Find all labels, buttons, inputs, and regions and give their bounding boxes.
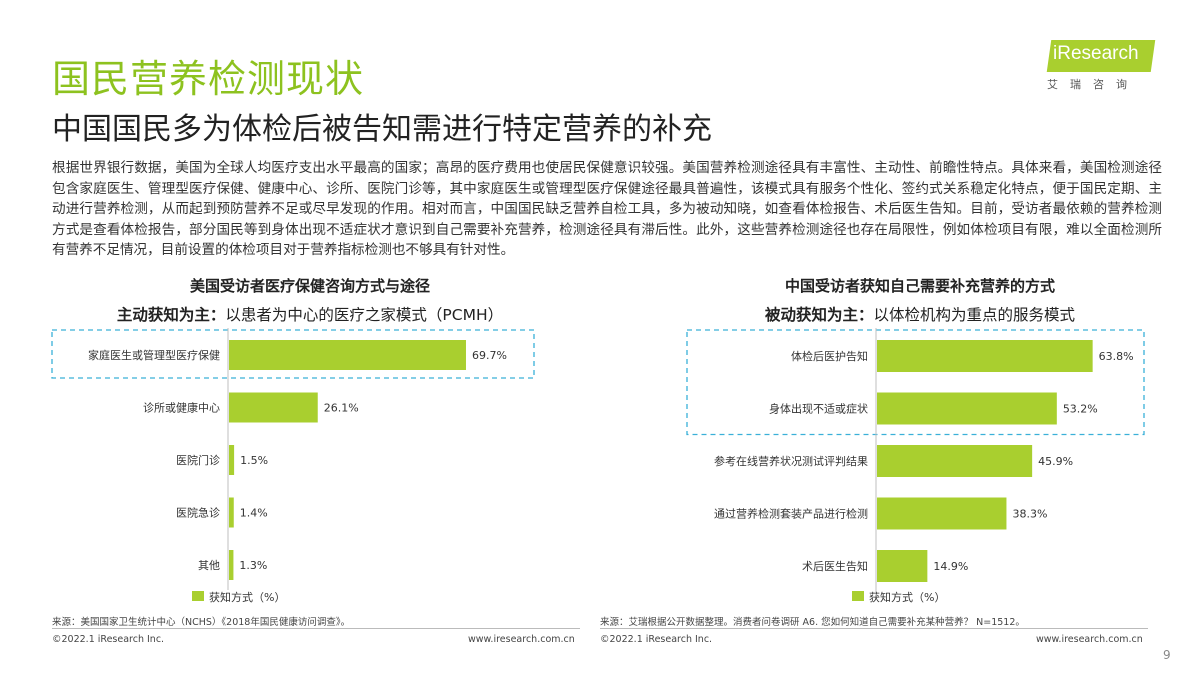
left-bar xyxy=(229,340,466,370)
right-highlight-box xyxy=(686,329,1145,436)
page-title: 国民营养检测现状 xyxy=(52,57,365,101)
left-category-label: 其他 xyxy=(198,559,220,572)
left-site-link[interactable]: www.iresearch.com.cn xyxy=(468,634,575,645)
right-value-label: 45.9% xyxy=(1038,455,1073,468)
right-source: 来源：艾瑞根据公开数据整理。消费者问卷调研 A6. 您如何知道自己需要补充某种营… xyxy=(600,617,1025,628)
left-chart-subtitle: 主动获知为主：以患者为中心的医疗之家模式（PCMH） xyxy=(60,303,560,325)
left-source: 来源：美国国家卫生统计中心（NCHS）《2018年国民健康访问调查》。 xyxy=(52,617,351,628)
right-bar xyxy=(877,392,1057,425)
left-category-label: 家庭医生或管理型医疗保健 xyxy=(88,348,220,362)
right-bar xyxy=(877,445,1033,477)
right-subtitle-bold: 被动获知为主： xyxy=(764,306,874,324)
left-subtitle-bold: 主动获知为主： xyxy=(116,306,226,324)
left-subtitle-rest: 以患者为中心的医疗之家模式（PCMH） xyxy=(225,306,504,324)
page-number: 9 xyxy=(1163,648,1171,662)
right-bar xyxy=(877,550,928,582)
right-value-label: 38.3% xyxy=(1012,508,1047,521)
left-bar xyxy=(229,550,234,580)
left-chart-title: 美国受访者医疗保健咨询方式与途径 xyxy=(189,277,430,295)
left-bar xyxy=(229,445,235,475)
left-footer-divider xyxy=(52,628,580,629)
right-bar xyxy=(877,340,1093,372)
right-legend-label: 获知方式（%） xyxy=(869,590,945,604)
left-legend-label: 获知方式（%） xyxy=(209,590,285,604)
left-category-label: 医院急诊 xyxy=(176,506,220,520)
page-subtitle: 中国国民多为体检后被告知需进行特定营养的补充 xyxy=(52,112,712,147)
left-bar xyxy=(229,497,234,528)
left-value-label: 1.4% xyxy=(240,507,268,520)
left-value-label: 69.7% xyxy=(472,349,507,362)
left-bar xyxy=(229,392,318,423)
right-subtitle-rest: 以体检机构为重点的服务模式 xyxy=(873,306,1076,324)
right-category-label: 参考在线营养状况测试评判结果 xyxy=(714,454,868,468)
right-chart-subtitle: 被动获知为主：以体检机构为重点的服务模式 xyxy=(690,303,1150,325)
right-chart-title: 中国受访者获知自己需要补充营养的方式 xyxy=(784,277,1055,295)
right-site-link[interactable]: www.iresearch.com.cn xyxy=(1036,634,1143,645)
left-legend-swatch xyxy=(192,591,204,601)
left-category-label: 诊所或健康中心 xyxy=(143,401,220,415)
right-category-label: 身体出现不适或症状 xyxy=(769,402,868,416)
right-category-label: 体检后医护告知 xyxy=(791,349,868,363)
right-legend-swatch xyxy=(852,591,864,601)
iresearch-logo: iResearch 艾瑞咨询 xyxy=(1043,40,1156,91)
intro-paragraph: 根据世界银行数据，美国为全球人均医疗支出水平最高的国家；高昂的医疗费用也使居民保… xyxy=(52,160,1162,258)
left-highlight-box xyxy=(51,329,535,379)
right-value-label: 63.8% xyxy=(1099,350,1134,363)
logo-subtitle: 艾瑞咨询 xyxy=(1047,78,1139,91)
right-footer-divider xyxy=(600,628,1148,629)
left-value-label: 1.5% xyxy=(240,454,268,467)
right-copyright: ©2022.1 iResearch Inc. xyxy=(600,634,713,645)
logo-word: iResearch xyxy=(1053,43,1139,64)
left-value-label: 26.1% xyxy=(324,402,359,415)
right-category-label: 术后医生告知 xyxy=(802,559,868,573)
right-bar xyxy=(877,497,1007,530)
right-category-label: 通过营养检测套装产品进行检测 xyxy=(714,507,868,521)
right-value-label: 53.2% xyxy=(1063,403,1098,416)
left-category-label: 医院门诊 xyxy=(176,453,220,467)
left-copyright: ©2022.1 iResearch Inc. xyxy=(52,634,165,645)
left-value-label: 1.3% xyxy=(239,559,267,572)
right-value-label: 14.9% xyxy=(933,560,968,573)
